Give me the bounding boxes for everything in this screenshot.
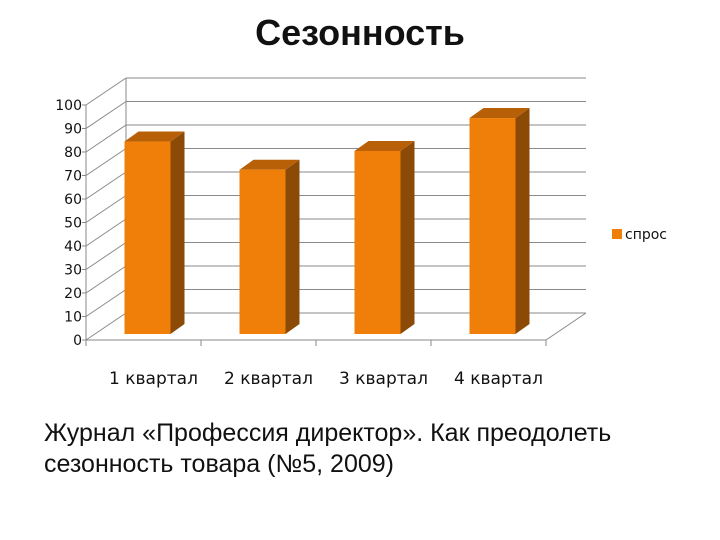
gridline-diagonal xyxy=(85,148,127,176)
y-tick-label: 100 xyxy=(55,98,82,114)
slide-caption: Журнал «Профессия директор». Как преодол… xyxy=(44,419,612,478)
bar-top xyxy=(124,131,185,142)
gridline-diagonal xyxy=(85,77,127,106)
slide-title: Сезонность xyxy=(255,12,465,53)
x-tick-label: 3 квартал xyxy=(339,369,428,389)
gridline-diagonal xyxy=(85,218,127,247)
y-tick-label: 70 xyxy=(64,169,82,185)
gridline-diagonal xyxy=(85,289,127,317)
bar-chart: 0 10 20 30 40 50 60 70 80 90 100 1 квартал 2 кварта… xyxy=(55,77,667,389)
gridline-diagonal xyxy=(85,171,127,200)
y-axis-ticks: 0 10 20 30 40 50 60 70 80 90 100 xyxy=(55,98,86,349)
bar-side xyxy=(285,159,300,334)
y-tick-label: 10 xyxy=(64,310,82,326)
bar xyxy=(469,108,530,334)
x-tick-label: 2 квартал xyxy=(224,369,313,389)
bar xyxy=(124,131,185,334)
gridline-diagonal xyxy=(85,242,127,270)
bar-front xyxy=(239,169,286,334)
bar-side xyxy=(400,140,415,334)
x-tick-label: 1 квартал xyxy=(109,369,198,389)
legend-label: спрос xyxy=(625,227,667,243)
legend-swatch xyxy=(612,229,622,239)
y-tick-label: 50 xyxy=(64,216,82,232)
gridline-diagonal xyxy=(85,312,127,341)
bar-front xyxy=(124,141,171,334)
x-tick-label: 4 квартал xyxy=(454,369,543,389)
y-tick-label: 30 xyxy=(64,263,82,279)
y-tick-label: 90 xyxy=(64,122,82,138)
bar-top xyxy=(239,159,300,170)
bar-top xyxy=(354,140,415,151)
floor-right-edge xyxy=(545,312,587,341)
y-tick-label: 40 xyxy=(64,239,82,255)
gridline-diagonal xyxy=(85,101,127,129)
gridline-diagonal xyxy=(85,195,127,223)
chart-bars xyxy=(124,108,530,334)
y-tick-label: 80 xyxy=(64,145,82,161)
bar-side xyxy=(515,108,530,334)
gridline-diagonal xyxy=(85,124,127,153)
bar-side xyxy=(170,131,185,334)
y-tick-label: 20 xyxy=(64,286,82,302)
bar xyxy=(239,159,300,334)
bar xyxy=(354,140,415,334)
bar-top xyxy=(469,108,530,119)
bar-front xyxy=(469,118,516,334)
chart-legend: спрос xyxy=(612,227,667,243)
gridline-diagonal xyxy=(85,265,127,294)
bar-front xyxy=(354,150,401,334)
y-tick-label: 60 xyxy=(64,192,82,208)
x-axis-ticks: 1 квартал 2 квартал 3 квартал 4 квартал xyxy=(85,340,547,389)
y-tick-label: 0 xyxy=(73,333,82,349)
